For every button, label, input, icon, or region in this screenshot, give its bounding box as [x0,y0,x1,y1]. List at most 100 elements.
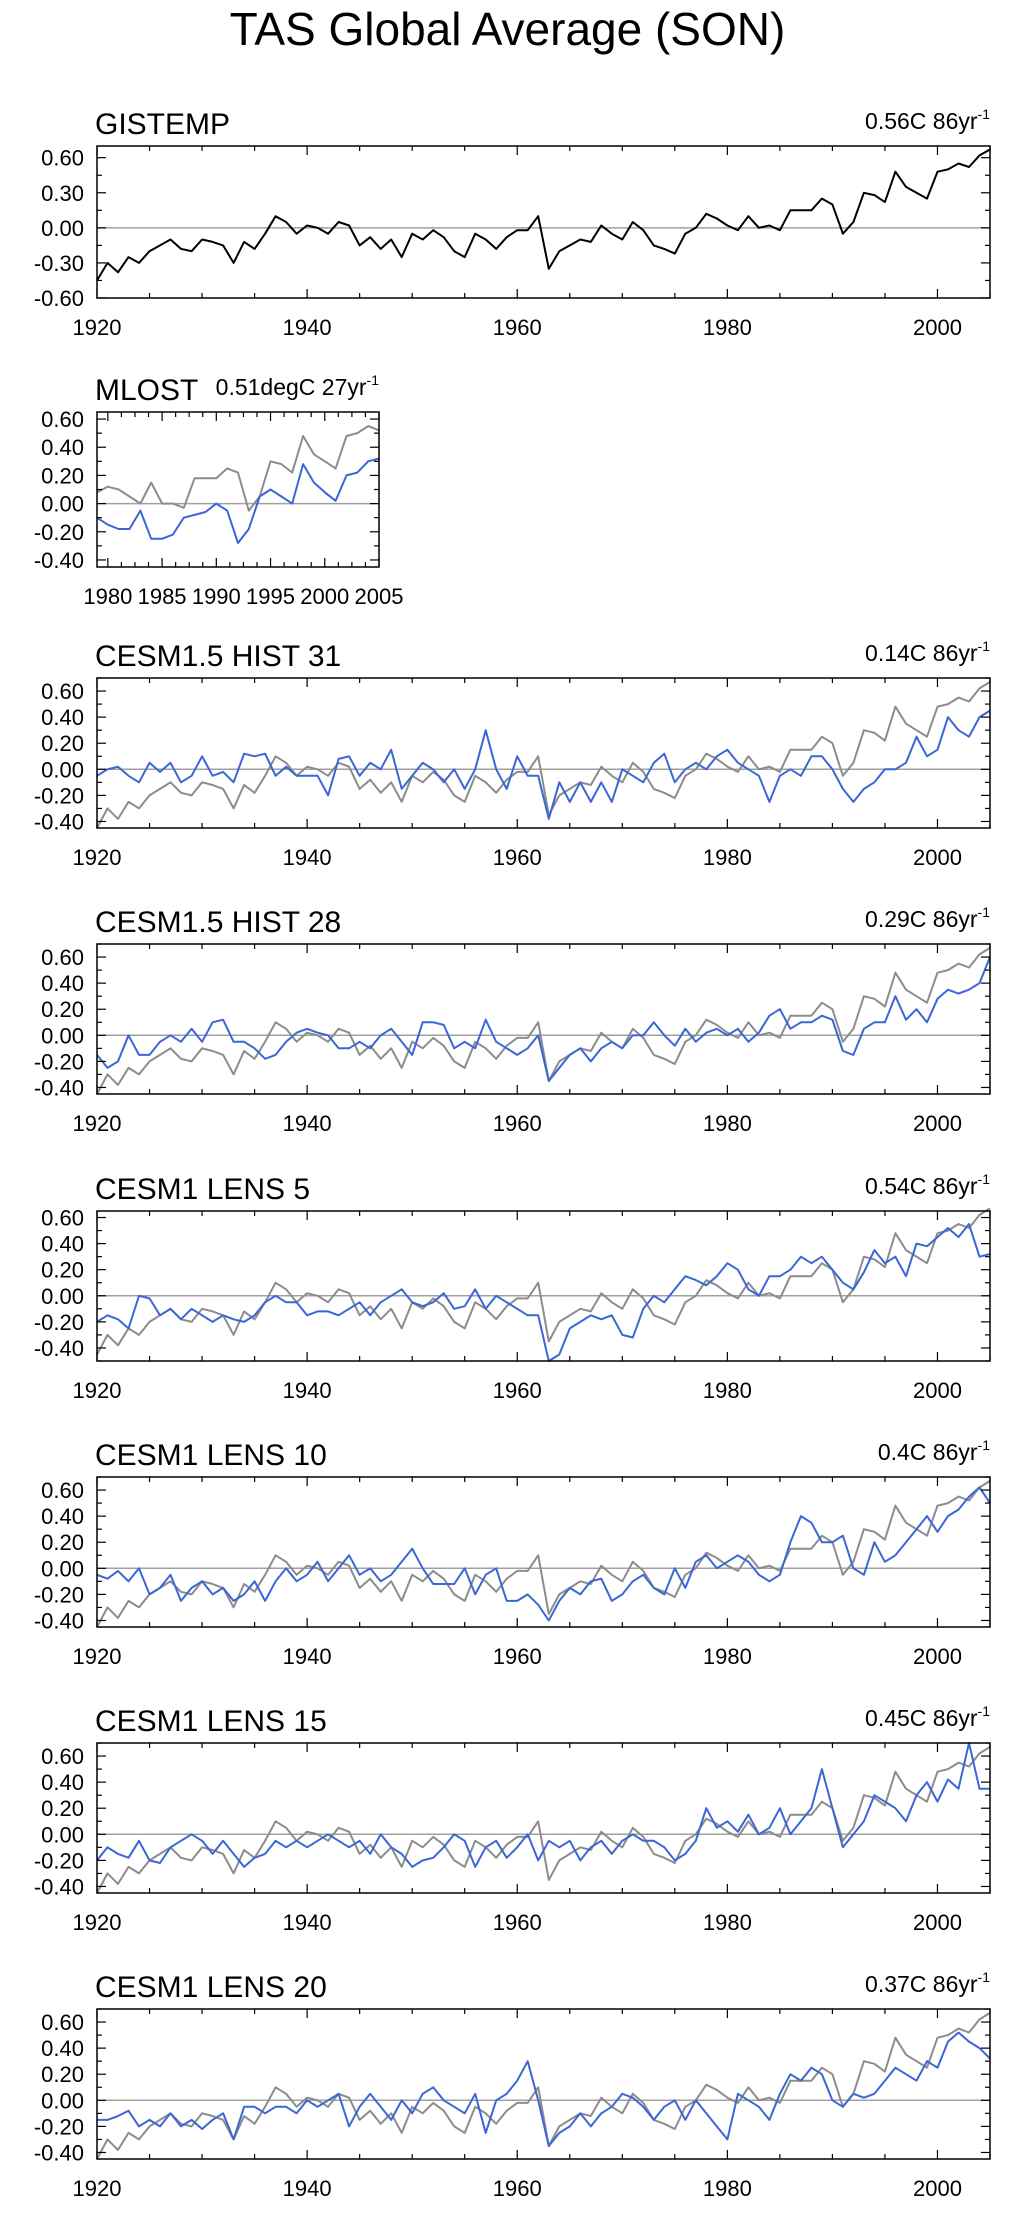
trend-exponent: -1 [978,904,991,920]
y-tick-label: 0.00 [41,1822,84,1847]
y-tick-label: 0.00 [41,1556,84,1581]
y-tick-label: 0.00 [41,216,84,241]
y-tick-label: -0.20 [34,1049,84,1074]
chart-title: CESM1 LENS 10 [95,1439,327,1472]
x-tick-label: 1980 [703,845,752,870]
x-tick-label: 1980 [703,1644,752,1669]
x-tick-label: 1980 [703,2176,752,2201]
y-tick-label: 0.00 [41,1023,84,1048]
x-tick-label: 2005 [355,584,404,609]
x-tick-label: 1960 [493,315,542,340]
y-tick-label: -0.40 [34,1874,84,1899]
y-tick-label: -0.40 [34,1608,84,1633]
y-tick-label: 0.20 [41,1530,84,1555]
y-tick-label: 0.60 [41,945,84,970]
plot-frame [96,1210,991,1362]
trend-exponent: -1 [978,1703,991,1719]
chart-title: CESM1.5 HIST 31 [95,640,341,673]
y-tick-label: 0.40 [41,435,84,460]
chart-panel-mlost: MLOST 0.51degC 27yr-1 0.60 0.40 0.20 0.00 -0.2… [34,372,404,609]
x-tick-label: 1960 [493,2176,542,2201]
series-line-gistemp [96,681,991,829]
series-line-gistemp [96,2012,991,2160]
trend-exponent: -1 [367,372,380,388]
y-tick-label: 0.00 [41,2088,84,2113]
y-tick-label: 0.60 [41,1744,84,1769]
plot-frame [96,1742,991,1894]
series-line-gistemp [96,1207,991,1355]
x-tick-label: 1940 [283,1910,332,1935]
x-tick-label: 1940 [283,1378,332,1403]
chart-title: GISTEMP [95,108,230,141]
y-tick-label: -0.40 [34,809,84,834]
chart-panel-cesm15-hist-31: CESM1.5 HIST 31 0.14C 86yr-1 0.600.400.200… [34,638,991,870]
x-tick-label: 1985 [138,584,187,609]
x-tick-label: 1980 [703,315,752,340]
y-tick-label: -0.40 [34,2140,84,2165]
y-tick-label: 0.40 [41,971,84,996]
trend-label: 0.37C 86yr-1 [865,1969,990,1997]
series-line-cesm1-lens-5 [96,1223,991,1362]
x-tick-label: 1920 [73,2176,122,2201]
chart-panel-cesm1-lens-5: CESM1 LENS 5 0.54C 86yr-1 0.600.400.200.00… [34,1171,991,1403]
x-tick-label: 1980 [703,1378,752,1403]
x-tick-label: 1920 [73,1644,122,1669]
y-tick-label: -0.40 [34,548,84,573]
chart-title: CESM1.5 HIST 28 [95,906,341,939]
series-line-cesm1-lens-20 [97,2031,991,2147]
x-tick-label: 2000 [300,584,349,609]
y-tick-label: -0.20 [34,520,84,545]
trend-label: 0.45C 86yr-1 [865,1703,990,1731]
series-line-cesm1-lens-15 [96,1742,990,1868]
y-tick-label: -0.40 [34,1075,84,1100]
y-tick-label: -0.40 [34,1336,84,1361]
y-tick-label: 0.20 [41,463,84,488]
x-tick-label: 1960 [493,1644,542,1669]
x-tick-label: 1940 [283,1644,332,1669]
series-line-gistemp [96,148,991,282]
x-tick-label: 1920 [73,1378,122,1403]
y-tick-label: 0.40 [41,2036,84,2061]
x-tick-label: 2000 [913,1644,962,1669]
series-line-cesm1-5-hist-28 [96,956,991,1082]
y-tick-label: 0.60 [41,1206,84,1231]
y-tick-label: 0.00 [41,1284,84,1309]
chart-panel-cesm1-lens-15: CESM1 LENS 15 0.45C 86yr-1 0.600.400.200.0… [34,1703,991,1935]
x-tick-label: 1940 [283,845,332,870]
x-tick-label: 1920 [73,1910,122,1935]
trend-exponent: -1 [978,1171,991,1187]
y-tick-label: 0.40 [41,705,84,730]
plot-frame [96,677,991,829]
x-tick-label: 1940 [283,2176,332,2201]
series-line-gistemp [96,425,380,512]
y-tick-label: 0.60 [41,679,84,704]
chart-panel-cesm1-lens-10: CESM1 LENS 10 0.4C 86yr-1 0.600.400.200.00… [34,1437,991,1669]
y-tick-label: -0.20 [34,1310,84,1335]
x-tick-label: 1940 [283,1111,332,1136]
plot-frame [96,943,991,1095]
y-tick-label: -0.20 [34,1582,84,1607]
trend-label: 0.56C 86yr-1 [865,106,990,134]
y-tick-label: 0.30 [41,181,84,206]
y-tick-label: 0.00 [41,492,84,517]
y-tick-label: 0.60 [41,407,84,432]
y-tick-label: 0.20 [41,997,84,1022]
chart-title: CESM1 LENS 5 [95,1173,310,1206]
x-tick-label: 2000 [913,845,962,870]
trend-label: 0.29C 86yr-1 [865,904,990,932]
series-line-cesm1-lens-10 [96,1486,991,1622]
y-tick-label: 0.60 [41,146,84,171]
y-tick-label: 0.60 [41,2010,84,2035]
plot-frame [96,145,991,299]
plot-frame [96,1476,991,1628]
chart-panel-gistemp: GISTEMP 0.56C 86yr-1 0.60 0.30 0.00 -0.30 -0.6… [34,106,991,340]
y-tick-label: -0.60 [34,286,84,311]
y-tick-label: -0.20 [34,2114,84,2139]
trend-label: 0.14C 86yr-1 [865,638,990,666]
x-tick-label: 1960 [493,1378,542,1403]
chart-panel-cesm1-lens-20: CESM1 LENS 20 0.37C 86yr-1 0.600.400.200.0… [34,1969,991,2201]
x-tick-label: 2000 [913,1111,962,1136]
trend-label: 0.4C 86yr-1 [878,1437,990,1465]
trend-label: 0.54C 86yr-1 [865,1171,990,1199]
x-tick-label: 1920 [73,1111,122,1136]
